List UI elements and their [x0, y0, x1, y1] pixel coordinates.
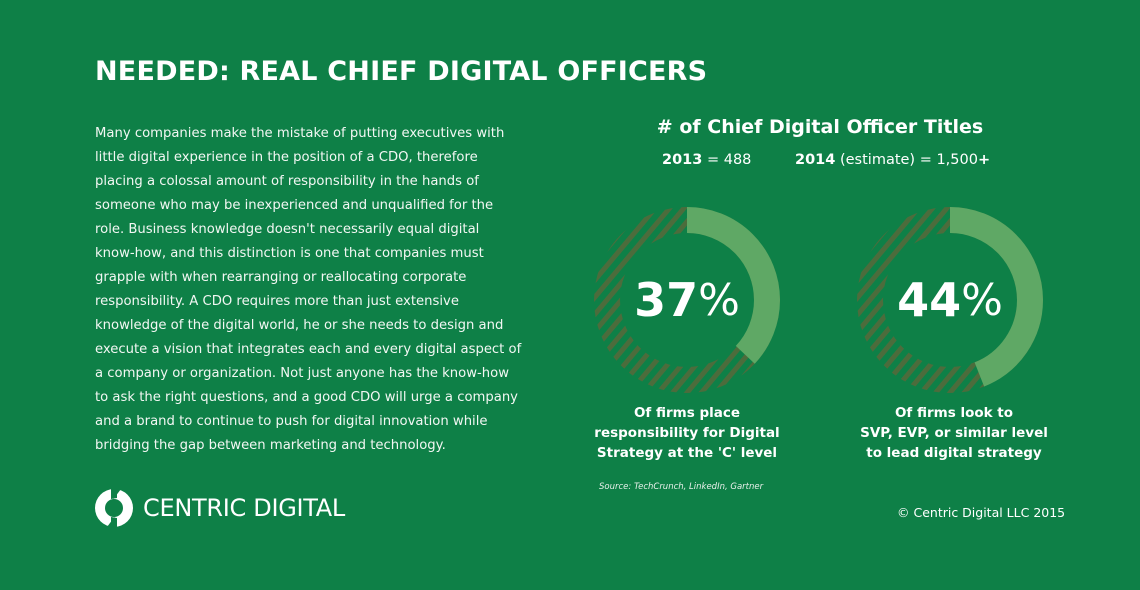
donut-chart-37: 37%: [587, 200, 787, 400]
body-line: execute a vision that integrates each an…: [95, 342, 522, 357]
count-2014-year: 2014: [795, 152, 836, 168]
donut-chart-44: 44%: [850, 200, 1050, 400]
count-2014-plus: +: [977, 152, 991, 168]
donut-caption-37: Of firms place responsibility for Digita…: [594, 405, 780, 461]
body-line: role. Business knowledge doesn't necessa…: [95, 222, 480, 237]
donut-percent: 44%: [897, 273, 1003, 327]
count-2013: 2013 = 488: [662, 152, 751, 168]
body-line: grapple with when rearranging or realloc…: [95, 270, 467, 285]
logo-text: CENTRIC DIGITAL: [143, 494, 345, 522]
body-line: little digital experience in the positio…: [95, 150, 478, 165]
page-title: NEEDED: REAL CHIEF DIGITAL OFFICERS: [95, 56, 708, 87]
donut-ring: [857, 207, 1043, 393]
count-2014: 2014 (estimate) = 1,500+: [795, 152, 990, 168]
circular-arrows-icon: [95, 489, 133, 527]
copyright: © Centric Digital LLC 2015: [897, 505, 1066, 520]
donut-percent: 37%: [634, 273, 740, 327]
body-line: responsibility. A CDO requires more than…: [95, 294, 459, 309]
count-2013-value: = 488: [702, 152, 752, 168]
body-line: a company or organization. Not just anyo…: [95, 366, 509, 381]
body-line: Many companies make the mistake of putti…: [95, 126, 505, 141]
donut-filled-arc: [594, 207, 780, 393]
body-line: placing a colossal amount of responsibil…: [95, 174, 479, 189]
donut-ring: [594, 207, 780, 393]
donut-filled-arc: [857, 207, 1043, 393]
donut-caption-44: Of firms look to SVP, EVP, or similar le…: [860, 405, 1048, 461]
body-line: know-how, and this distinction is one th…: [95, 246, 484, 261]
count-2014-value: (estimate) = 1,500: [835, 152, 978, 168]
stats-title: # of Chief Digital Officer Titles: [656, 116, 984, 138]
body-paragraph: Many companies make the mistake of putti…: [95, 122, 522, 458]
body-line: someone who may be inexperienced and unq…: [95, 198, 494, 213]
body-line: and a brand to continue to push for digi…: [95, 414, 488, 429]
body-line: to ask the right questions, and a good C…: [95, 390, 518, 405]
count-2013-year: 2013: [662, 152, 703, 168]
body-line: bridging the gap between marketing and t…: [95, 438, 446, 453]
centric-digital-logo: CENTRIC DIGITAL: [95, 489, 345, 527]
source-note: Source: TechCrunch, LinkedIn, Gartner: [599, 482, 764, 492]
body-line: knowledge of the digital world, he or sh…: [95, 318, 504, 333]
